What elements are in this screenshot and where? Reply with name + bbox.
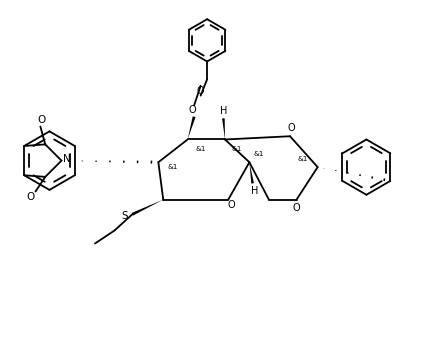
Text: &1: &1 (298, 156, 308, 162)
Text: S: S (121, 211, 128, 221)
Text: &1: &1 (231, 146, 242, 152)
Text: H: H (251, 185, 258, 195)
Text: H: H (220, 106, 227, 116)
Text: O: O (26, 192, 35, 202)
Text: O: O (38, 115, 46, 125)
Text: &1: &1 (168, 164, 178, 170)
Text: O: O (189, 105, 196, 115)
Text: O: O (197, 86, 204, 96)
Polygon shape (249, 162, 254, 184)
Text: O: O (293, 203, 300, 213)
Text: &1: &1 (254, 151, 264, 157)
Text: O: O (288, 123, 296, 133)
Polygon shape (187, 116, 195, 139)
Text: N: N (62, 154, 70, 164)
Polygon shape (222, 118, 225, 139)
Text: O: O (228, 201, 235, 211)
Polygon shape (132, 200, 163, 216)
Text: &1: &1 (195, 146, 206, 152)
